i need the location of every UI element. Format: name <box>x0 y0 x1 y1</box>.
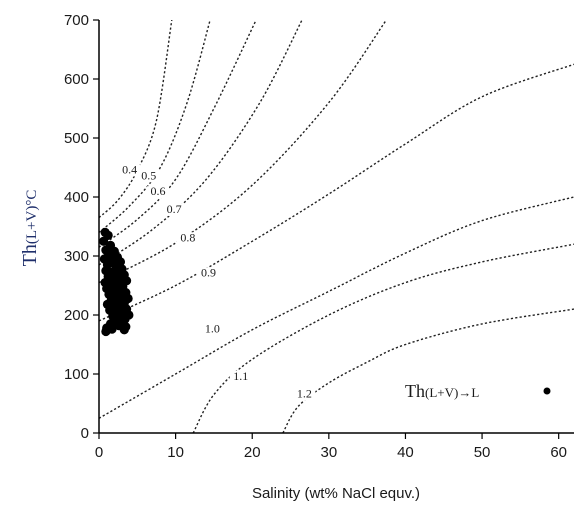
x-tick-label: 40 <box>397 444 414 461</box>
curve-label-0.8: 0.8 <box>180 230 195 244</box>
legend-marker <box>543 387 551 395</box>
density-curve-1.1 <box>192 243 574 433</box>
data-point <box>98 236 109 246</box>
curve-label-0.5: 0.5 <box>141 168 156 182</box>
curve-label-0.9: 0.9 <box>201 266 216 280</box>
x-tick-label: 50 <box>474 444 491 461</box>
x-tick-label: 60 <box>550 444 567 461</box>
y-axis-title: Th(L+V)°C <box>19 190 41 267</box>
density-curve-0.8 <box>99 20 387 284</box>
y-axis-title-unit: °C <box>24 190 40 206</box>
y-tick-label: 100 <box>64 366 89 383</box>
data-point <box>101 326 111 337</box>
y-tick-label: 500 <box>64 130 89 147</box>
density-curve-0.7 <box>99 20 303 266</box>
curve-label-background <box>201 323 224 336</box>
curve-label-background <box>229 370 252 383</box>
curve-label-background <box>146 186 169 199</box>
data-points <box>98 227 134 337</box>
y-tick-label: 700 <box>64 12 89 29</box>
density-curve-0.6 <box>99 20 257 248</box>
density-curve-1.0 <box>99 196 574 419</box>
x-tick-label: 30 <box>320 444 337 461</box>
x-tick-label: 10 <box>167 444 184 461</box>
y-tick-label: 400 <box>64 189 89 206</box>
density-curve-0.4 <box>99 20 173 219</box>
x-axis-title: Salinity (wt% NaCl equv.) <box>252 485 420 502</box>
curve-label-1.2: 1.2 <box>297 387 312 401</box>
density-curve-0.9 <box>99 63 574 322</box>
legend: Th(L+V)→L <box>405 381 551 401</box>
data-point <box>119 325 129 335</box>
density-curves <box>99 20 574 433</box>
curve-label-0.6: 0.6 <box>150 184 165 198</box>
curve-label-background <box>293 388 316 401</box>
legend-label-main: Th <box>405 381 425 401</box>
legend-label: Th(L+V)→L <box>405 381 479 401</box>
curve-label-1.0: 1.0 <box>205 322 220 336</box>
y-tick-label: 0 <box>81 425 89 442</box>
curve-label-background <box>163 203 186 216</box>
y-tick-label: 600 <box>64 71 89 88</box>
legend-label-sub: (L+V)→L <box>425 385 479 400</box>
y-axis-title-main: Th <box>19 244 41 266</box>
curve-label-background <box>118 164 141 177</box>
x-tick-label: 20 <box>244 444 261 461</box>
y-tick-label: 300 <box>64 248 89 265</box>
density-curve-labels: 0.4 0.5 0.60.7 0.8 0.9 1.0 1.1 1.2 <box>118 162 316 401</box>
y-tick-label: 200 <box>64 307 89 324</box>
curve-label-1.1: 1.1 <box>233 369 248 383</box>
x-tick-label: 0 <box>95 444 103 461</box>
curve-label-background <box>176 232 199 245</box>
curve-label-background <box>137 170 160 183</box>
y-axis-title-sub: (L+V) <box>24 206 40 244</box>
curve-label-0.7: 0.7 <box>167 202 182 216</box>
density-curve-0.5 <box>99 20 211 233</box>
curve-label-background <box>197 267 220 280</box>
axes <box>98 20 574 434</box>
density-curve-1.2 <box>282 308 574 433</box>
curve-label-0.4: 0.4 <box>122 162 137 176</box>
